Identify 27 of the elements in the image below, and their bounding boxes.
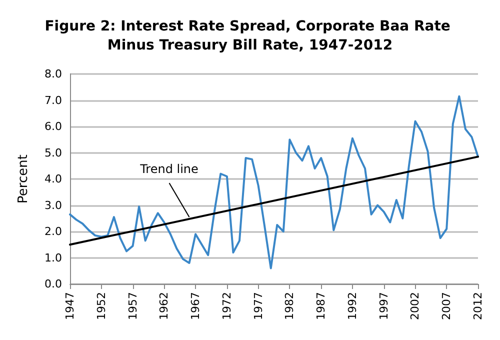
y-axis-title: Percent bbox=[16, 154, 31, 204]
x-tick-label: 1997 bbox=[377, 292, 390, 320]
y-tick-label: 0.0 bbox=[44, 278, 62, 290]
x-tick-label: 1987 bbox=[314, 292, 328, 320]
x-tick-label: 1972 bbox=[220, 292, 234, 320]
x-tick-label: 1947 bbox=[64, 292, 76, 320]
x-tick-label: 1962 bbox=[158, 292, 171, 320]
y-tick-label: 4.0 bbox=[44, 172, 62, 186]
annotation: Trend line bbox=[139, 162, 198, 176]
y-tick-label: 6.0 bbox=[44, 120, 62, 133]
x-tick-label: 1982 bbox=[283, 292, 296, 320]
x-tick-label: 2002 bbox=[408, 292, 422, 320]
y-tick-label: 5.0 bbox=[44, 146, 62, 160]
y-tick-label: 1.0 bbox=[44, 251, 62, 264]
x-tick-label: 1952 bbox=[94, 292, 108, 320]
x-tick-label: 2012 bbox=[472, 292, 484, 320]
x-tick-label: 1967 bbox=[189, 292, 202, 320]
y-tick-label: 8.0 bbox=[44, 68, 62, 80]
x-tick-label: 1992 bbox=[346, 292, 359, 320]
line-series bbox=[69, 95, 479, 270]
y-tick-label: 7.0 bbox=[44, 94, 62, 107]
x-tick-label: 1977 bbox=[252, 292, 265, 320]
y-tick-label: 3.0 bbox=[44, 198, 62, 212]
y-tick-label: 2.0 bbox=[44, 225, 62, 238]
x-tick-label: 1957 bbox=[126, 292, 140, 320]
chart-title: Figure 2: Interest Rate Spread, Corporate Baa Rate Minus Treasury Bill Rate, 1947-2012 bbox=[44, 18, 456, 54]
x-tick-label: 2007 bbox=[440, 292, 454, 320]
